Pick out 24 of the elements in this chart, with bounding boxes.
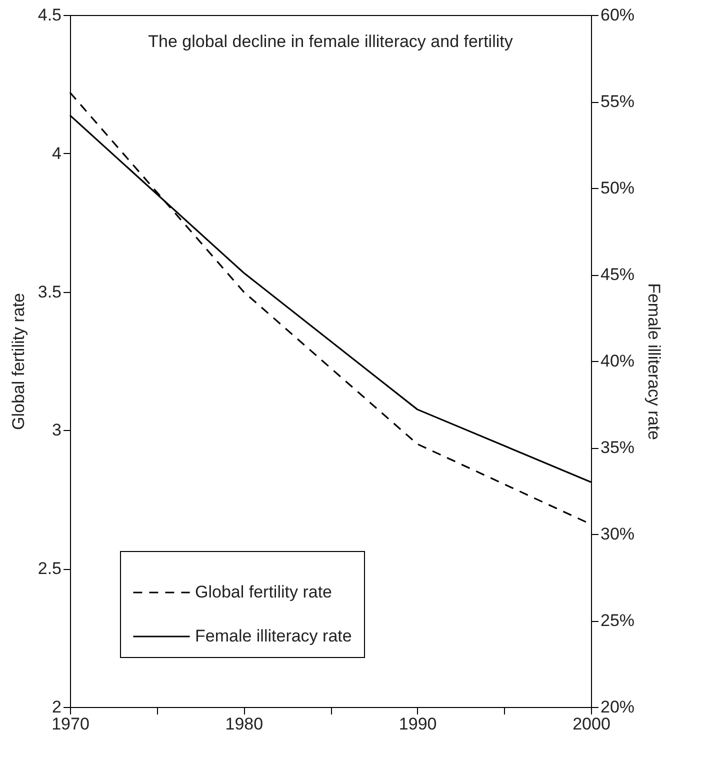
y2-tick-label: 40%	[600, 352, 635, 370]
y-tick-label: 4.5	[38, 6, 62, 24]
y2-tick-label: 30%	[600, 524, 635, 544]
y2-axis-title: Female illiteracy rate	[644, 283, 664, 440]
y2-tick-label: 35%	[600, 438, 635, 457]
x-tick-label: 2000	[572, 714, 610, 734]
x-tick-label: 1970	[52, 714, 90, 734]
y-tick-label: 2.5	[38, 559, 62, 578]
text: The global decline in female illiteracy and fertility	[148, 32, 514, 51]
y2-tick-label: 55%	[600, 92, 635, 111]
y2-tick-label: 45%	[600, 265, 635, 284]
y2-tick-label: 60%	[600, 6, 635, 24]
y-tick-label: 2	[52, 698, 62, 716]
y2-tick-label: 50%	[600, 178, 635, 198]
legend-label: Global fertility rate	[195, 582, 332, 602]
y-axis-title: Global fertility rate	[8, 293, 28, 430]
y-tick-label: 4	[52, 144, 62, 163]
x-tick-label: 1990	[398, 714, 437, 734]
y2-tick-label: 20%	[600, 698, 635, 716]
legend-label: Female illiteracy rate	[195, 626, 352, 646]
x-tick-label: 1980	[225, 714, 264, 734]
y2-tick-label: 25%	[600, 611, 635, 630]
y-tick-label: 3.5	[38, 282, 62, 302]
y-tick-label: 3	[52, 420, 62, 440]
